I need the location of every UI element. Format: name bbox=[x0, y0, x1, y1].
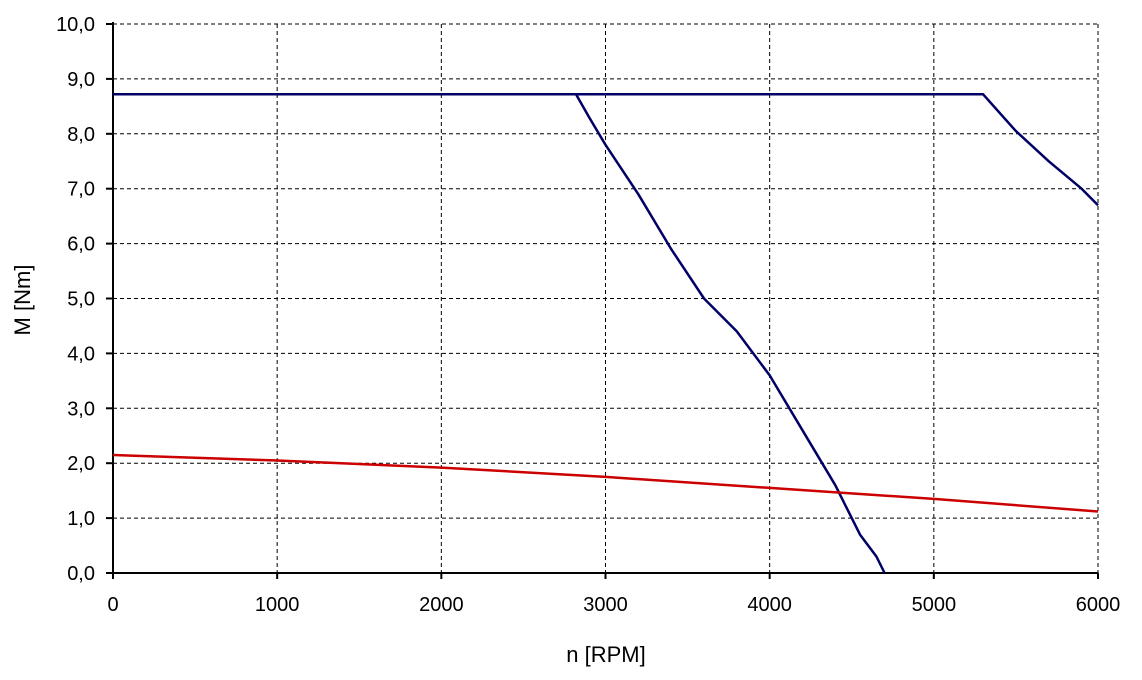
y-tick-label: 5,0 bbox=[67, 289, 95, 311]
tick-labels: 0 1000 2000 3000 4000 5000 6000 0,0 1,0 2,0 3,0 4,0… bbox=[56, 14, 1120, 616]
y-tick-label: 3,0 bbox=[67, 398, 95, 420]
series-line-3 bbox=[112, 453, 1099, 513]
y-tick-label: 8,0 bbox=[67, 124, 95, 146]
y-tick-label: 6,0 bbox=[67, 234, 95, 256]
x-tick-label: 0 bbox=[107, 594, 118, 616]
y-tick-label: 9,0 bbox=[67, 69, 95, 91]
x-tick-label: 6000 bbox=[1076, 594, 1121, 616]
x-tick-label: 5000 bbox=[912, 594, 957, 616]
x-axis-title: n [RPM] bbox=[566, 642, 645, 667]
series-line-1 bbox=[113, 93, 886, 574]
y-tick-label: 7,0 bbox=[67, 179, 95, 201]
y-tick-label: 10,0 bbox=[56, 14, 95, 36]
y-tick-label: 4,0 bbox=[67, 343, 95, 365]
x-tick-label: 3000 bbox=[583, 594, 628, 616]
y-tick-label: 0,0 bbox=[67, 563, 95, 585]
series bbox=[112, 93, 1099, 574]
y-tick-label: 2,0 bbox=[67, 453, 95, 475]
series-line-2 bbox=[113, 93, 1099, 207]
x-tick-label: 2000 bbox=[419, 594, 464, 616]
axes bbox=[106, 22, 1099, 579]
x-tick-label: 4000 bbox=[747, 594, 792, 616]
y-tick-label: 1,0 bbox=[67, 508, 95, 530]
grid bbox=[113, 23, 1099, 573]
x-tick-label: 1000 bbox=[255, 594, 300, 616]
y-axis-title: M [Nm] bbox=[10, 265, 35, 336]
